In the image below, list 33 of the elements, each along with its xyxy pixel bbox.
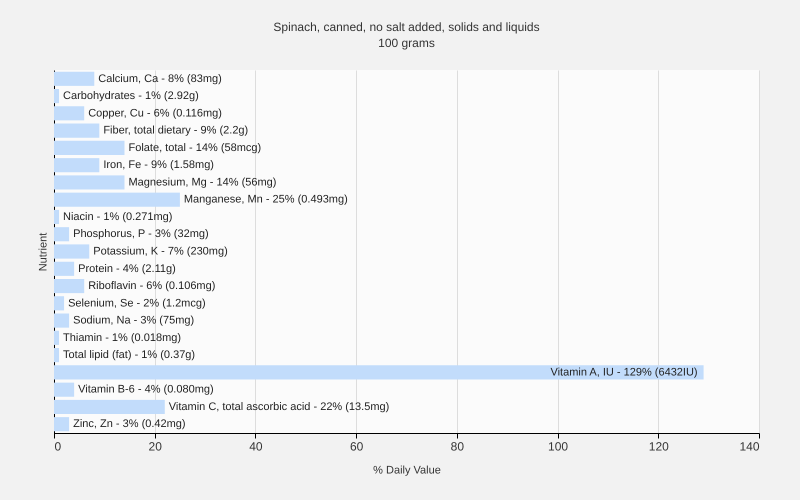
x-tick-label: 80 — [450, 440, 464, 454]
x-tick-label: 100 — [548, 440, 568, 454]
chart-title: Spinach, canned, no salt added, solids and liquids — [273, 20, 540, 34]
y-tick-label: Selenium, Se - 2% (1.2mcg) — [68, 297, 206, 310]
chart-subtitle: 100 grams — [378, 36, 435, 50]
y-tick-label: Magnesium, Mg - 14% (56mg) — [128, 176, 276, 188]
y-tick-label: Calcium, Ca - 8% (83mg) — [98, 72, 222, 85]
y-tick-label: Copper, Cu - 6% (0.116mg) — [88, 107, 222, 120]
y-tick-label: Zinc, Zn - 3% (0.42mg) — [73, 418, 186, 430]
y-tick-label: Vitamin C, total ascorbic acid - 22% (13.5mg) — [168, 400, 390, 413]
y-tick-label: Folate, total - 14% (58mcg) — [128, 142, 262, 154]
y-tick-label: Protein - 4% (2.11g) — [78, 262, 176, 275]
x-tick-label: 40 — [249, 440, 263, 454]
y-tick-label: Total lipid (fat) - 1% (0.37g) — [63, 349, 196, 362]
y-tick-label: Niacin - 1% (0.271mg) — [63, 210, 172, 223]
y-tick-label: Phosphorus, P - 3% (32mg) — [73, 228, 209, 240]
y-tick-label: Vitamin A, IU - 129% (6432IU) — [550, 366, 698, 378]
y-axis-title: Nutrient — [38, 232, 50, 272]
x-tick-label: 20 — [148, 440, 162, 454]
x-tick-label: 140 — [739, 440, 760, 454]
y-tick-label: Fiber, total dietary - 9% (2.2g) — [103, 124, 248, 137]
y-tick-label: Thiamin - 1% (0.018mg) — [63, 332, 182, 344]
x-axis-title: % Daily Value — [373, 464, 441, 476]
y-tick-label: Vitamin B-6 - 4% (0.080mg) — [78, 384, 214, 396]
y-tick-label: Riboflavin - 6% (0.106mg) — [88, 280, 216, 292]
x-tick-label: 60 — [350, 440, 364, 454]
y-tick-label: Sodium, Na - 3% (75mg) — [73, 314, 194, 327]
x-tick-label: 0 — [54, 440, 62, 454]
y-tick-label: Carbohydrates - 1% (2.92g) — [63, 90, 199, 102]
y-tick-label: Iron, Fe - 9% (1.58mg) — [103, 159, 214, 172]
x-tick-label: 120 — [648, 440, 670, 454]
y-tick-label: Potassium, K - 7% (230mg) — [93, 246, 228, 258]
y-tick-label: Manganese, Mn - 25% (0.493mg) — [184, 194, 348, 206]
